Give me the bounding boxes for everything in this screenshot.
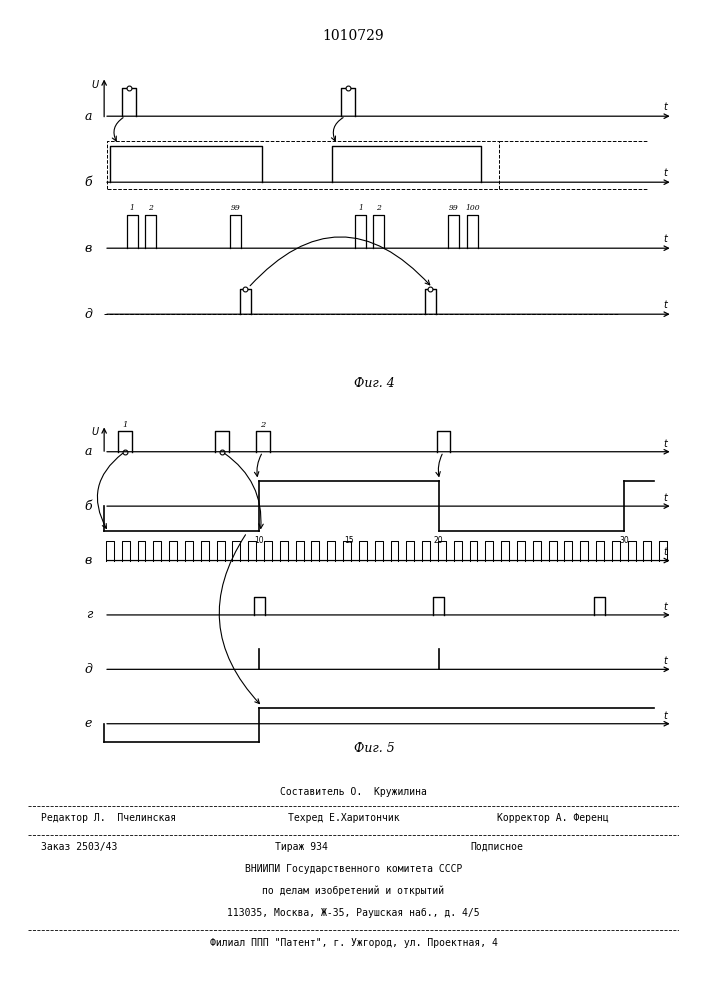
Text: Составитель О.  Кружилина: Составитель О. Кружилина <box>280 787 427 797</box>
Text: б: б <box>84 500 92 513</box>
Text: Фиг. 5: Фиг. 5 <box>354 742 395 755</box>
Text: 1: 1 <box>129 204 134 212</box>
Text: ВНИИПИ Государственного комитета СССР: ВНИИПИ Государственного комитета СССР <box>245 864 462 874</box>
Text: $t$: $t$ <box>663 491 670 503</box>
Text: $t$: $t$ <box>663 437 670 449</box>
Text: б: б <box>84 176 92 189</box>
Text: $t$: $t$ <box>663 166 670 178</box>
Text: е: е <box>85 717 92 730</box>
Text: $U$: $U$ <box>91 78 100 90</box>
Text: в: в <box>85 554 92 567</box>
Text: $t$: $t$ <box>663 709 670 721</box>
Text: $U$: $U$ <box>91 425 100 437</box>
Text: 15: 15 <box>344 536 354 545</box>
Text: $t$: $t$ <box>663 100 670 112</box>
Text: д: д <box>84 663 92 676</box>
Text: Редактор Л.  Пчелинская: Редактор Л. Пчелинская <box>41 813 177 823</box>
Text: г: г <box>86 608 92 621</box>
Text: 2: 2 <box>260 421 266 429</box>
Text: по делам изобретений и открытий: по делам изобретений и открытий <box>262 886 445 896</box>
Text: $t$: $t$ <box>663 545 670 557</box>
Text: Техред Е.Харитончик: Техред Е.Харитончик <box>288 813 400 823</box>
Text: 99: 99 <box>448 204 458 212</box>
Text: Подписное: Подписное <box>471 842 523 852</box>
Text: а: а <box>84 445 92 458</box>
Text: 99: 99 <box>230 204 240 212</box>
Text: 1010729: 1010729 <box>322 29 385 43</box>
Text: 10: 10 <box>255 536 264 545</box>
Text: 2: 2 <box>377 204 381 212</box>
Text: $t$: $t$ <box>663 298 670 310</box>
Text: 100: 100 <box>465 204 480 212</box>
Text: в: в <box>85 242 92 255</box>
Text: Фиг. 4: Фиг. 4 <box>354 377 395 390</box>
Text: 1: 1 <box>358 204 363 212</box>
Text: 2: 2 <box>148 204 153 212</box>
Text: а: а <box>84 110 92 123</box>
Text: Тираж 934: Тираж 934 <box>276 842 328 852</box>
Text: Корректор А. Ференц: Корректор А. Ференц <box>496 813 608 823</box>
Text: 30: 30 <box>619 536 629 545</box>
Text: $t$: $t$ <box>663 654 670 666</box>
Text: 113035, Москва, Ж-35, Раушская наб., д. 4/5: 113035, Москва, Ж-35, Раушская наб., д. … <box>227 908 480 918</box>
Text: Заказ 2503/43: Заказ 2503/43 <box>41 842 117 852</box>
Text: Филиал ППП "Патент", г. Ужгород, ул. Проектная, 4: Филиал ППП "Патент", г. Ужгород, ул. Про… <box>209 938 498 948</box>
Text: $t$: $t$ <box>663 232 670 244</box>
Text: $t$: $t$ <box>663 600 670 612</box>
Text: д: д <box>84 308 92 321</box>
Text: 20: 20 <box>433 536 443 545</box>
Text: 1: 1 <box>122 421 127 429</box>
